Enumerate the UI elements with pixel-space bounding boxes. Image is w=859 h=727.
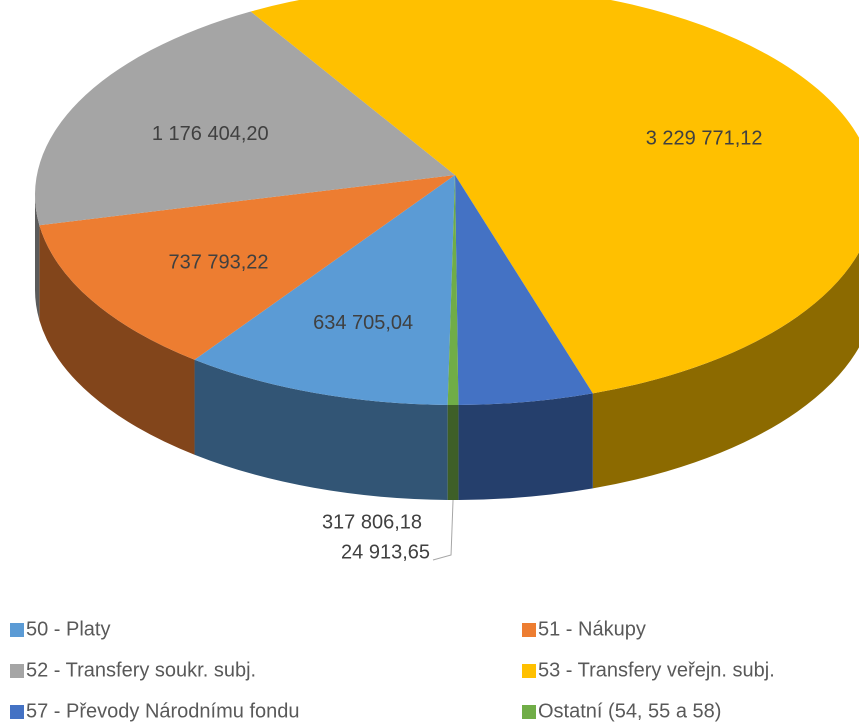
slice [447, 175, 459, 405]
legend-swatch [10, 705, 24, 719]
slice [194, 175, 455, 405]
legend-swatch [10, 623, 24, 637]
legend-label: 50 - Platy [26, 618, 110, 640]
slice-side [447, 404, 459, 500]
leader-line [432, 499, 454, 561]
legend-label: Ostatní (54, 55 a 58) [538, 700, 721, 722]
legend-swatch [522, 623, 536, 637]
data-label: 24 913,65 [341, 541, 430, 563]
legend-label: 57 - Převody Národnímu fondu [26, 700, 300, 722]
data-label: 317 806,18 [322, 511, 422, 533]
slice [35, 11, 456, 226]
legend-label: 52 - Transfery soukr. subj. [26, 659, 256, 681]
legend-swatch [522, 664, 536, 678]
slice-side [458, 393, 593, 500]
slice-side [194, 359, 448, 500]
data-label: 737 793,22 [168, 251, 268, 273]
legend-swatch [10, 664, 24, 678]
data-label: 3 229 771,12 [646, 127, 763, 149]
slice [250, 0, 859, 394]
legend-label: 51 - Nákupy [538, 618, 646, 640]
data-label: 1 176 404,20 [152, 123, 269, 145]
legend-swatch [522, 705, 536, 719]
slice [455, 175, 593, 405]
slice [39, 175, 455, 360]
slice-side [35, 195, 40, 321]
legend-label: 53 - Transfery veřejn. subj. [538, 659, 775, 681]
data-label: 634 705,04 [313, 312, 413, 334]
slice-side [39, 225, 195, 455]
slice-side [592, 252, 859, 489]
